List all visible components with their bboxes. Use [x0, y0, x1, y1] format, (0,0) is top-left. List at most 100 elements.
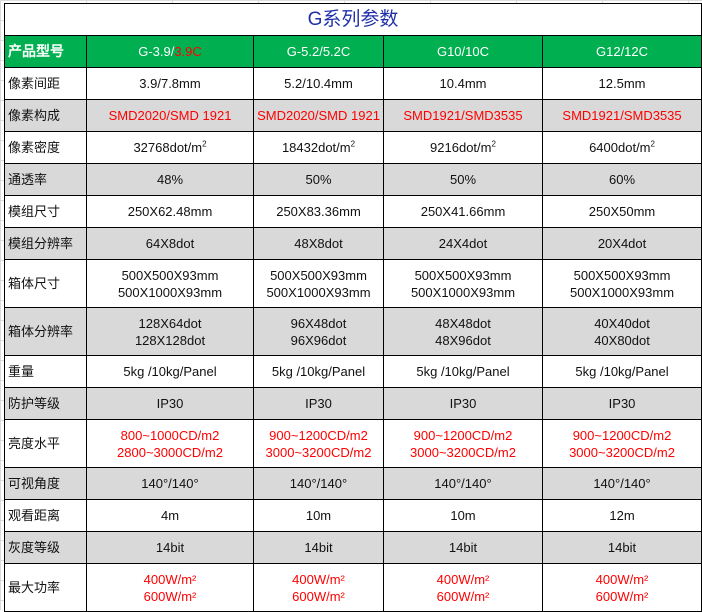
- table-cell[interactable]: 400W/m² 600W/m²: [383, 563, 543, 612]
- row-label[interactable]: 亮度水平: [4, 419, 87, 468]
- table-cell[interactable]: 48X8dot: [253, 227, 384, 260]
- row-label[interactable]: 像素间距: [4, 67, 87, 100]
- table-cell[interactable]: 14bit: [541, 531, 702, 564]
- table-cell[interactable]: 18432dot/m2: [253, 131, 384, 164]
- table-cell[interactable]: 48%: [86, 163, 254, 196]
- table-cell[interactable]: 5kg /10kg/Panel: [383, 355, 543, 388]
- table-cell[interactable]: 140°/140°: [86, 467, 254, 500]
- table-cell[interactable]: 48X48dot 48X96dot: [383, 307, 543, 356]
- table-cell[interactable]: 14bit: [383, 531, 543, 564]
- table-cell[interactable]: 400W/m² 600W/m²: [541, 563, 702, 612]
- cell-line: 140°/140°: [254, 475, 383, 492]
- table-cell[interactable]: 250X50mm: [541, 195, 702, 228]
- row-label[interactable]: 像素构成: [4, 99, 87, 132]
- table-cell[interactable]: 6400dot/m2: [541, 131, 702, 164]
- table-cell[interactable]: 14bit: [253, 531, 384, 564]
- table-cell[interactable]: IP30: [253, 387, 384, 420]
- header-label[interactable]: 产品型号: [4, 35, 87, 68]
- row-label[interactable]: 防护等级: [4, 387, 87, 420]
- table-cell[interactable]: 500X500X93mm 500X1000X93mm: [541, 259, 702, 308]
- table-cell[interactable]: 60%: [541, 163, 702, 196]
- header-model-0[interactable]: G-3.9/3.9C: [86, 35, 254, 68]
- table-cell[interactable]: SMD2020/SMD 1921: [86, 99, 254, 132]
- table-cell[interactable]: 5kg /10kg/Panel: [541, 355, 702, 388]
- cell-text: 3000~3200CD/m2: [410, 444, 516, 460]
- table-cell[interactable]: 900~1200CD/m2 3000~3200CD/m2: [253, 419, 384, 468]
- cell-line: 3000~3200CD/m2: [254, 444, 383, 461]
- table-cell[interactable]: 140°/140°: [383, 467, 543, 500]
- table-cell[interactable]: 500X500X93mm 500X1000X93mm: [383, 259, 543, 308]
- table-cell[interactable]: 10m: [253, 499, 384, 532]
- model-name: G12/12C: [596, 44, 649, 59]
- table-cell[interactable]: IP30: [541, 387, 702, 420]
- table-cell[interactable]: 3.9/7.8mm: [86, 67, 254, 100]
- table-cell[interactable]: 12m: [541, 499, 702, 532]
- table-cell[interactable]: 10.4mm: [383, 67, 543, 100]
- cell-text: 500X500X93mm: [270, 267, 367, 283]
- header-model-3[interactable]: G12/12C: [541, 35, 702, 68]
- table-cell[interactable]: 5kg /10kg/Panel: [86, 355, 254, 388]
- table-cell[interactable]: IP30: [86, 387, 254, 420]
- table-row: 防护等级 IP30 IP30 IP30 IP30: [4, 387, 702, 420]
- table-cell[interactable]: 250X62.48mm: [86, 195, 254, 228]
- table-cell[interactable]: 12.5mm: [541, 67, 702, 100]
- table-cell[interactable]: 5kg /10kg/Panel: [253, 355, 384, 388]
- table-cell[interactable]: SMD1921/SMD3535: [383, 99, 543, 132]
- row-label[interactable]: 观看距离: [4, 499, 87, 532]
- table-cell[interactable]: 5.2/10.4mm: [253, 67, 384, 100]
- table-cell[interactable]: 96X48dot 96X96dot: [253, 307, 384, 356]
- table-cell[interactable]: SMD2020/SMD 1921: [253, 99, 384, 132]
- table-cell[interactable]: 140°/140°: [253, 467, 384, 500]
- cell-line: 96X48dot: [254, 315, 383, 332]
- cell-line: 600W/m²: [384, 588, 542, 605]
- cell-text: 3000~3200CD/m2: [265, 444, 372, 460]
- table-cell[interactable]: 500X500X93mm 500X1000X93mm: [253, 259, 384, 308]
- table-cell[interactable]: 4m: [86, 499, 254, 532]
- row-label[interactable]: 灰度等级: [4, 531, 87, 564]
- cell-text: 5.2/10.4mm: [284, 76, 353, 91]
- row-label[interactable]: 重量: [4, 355, 87, 388]
- table-cell[interactable]: 24X4dot: [383, 227, 543, 260]
- row-label[interactable]: 模组分辨率: [4, 227, 87, 260]
- row-label[interactable]: 通透率: [4, 163, 87, 196]
- row-label[interactable]: 最大功率: [4, 563, 87, 612]
- cell-text: 4m: [160, 508, 180, 523]
- table-cell[interactable]: 140°/140°: [541, 467, 702, 500]
- table-cell[interactable]: IP30: [383, 387, 543, 420]
- table-cell[interactable]: 250X83.36mm: [253, 195, 384, 228]
- row-label[interactable]: 箱体尺寸: [4, 259, 87, 308]
- table-cell[interactable]: 64X8dot: [86, 227, 254, 260]
- table-cell[interactable]: 500X500X93mm 500X1000X93mm: [86, 259, 254, 308]
- row-label[interactable]: 像素密度: [4, 131, 87, 164]
- table-cell[interactable]: SMD1921/SMD3535: [541, 99, 702, 132]
- header-model-1[interactable]: G-5.2/5.2C: [253, 35, 384, 68]
- row-label[interactable]: 箱体分辨率: [4, 307, 87, 356]
- table-cell[interactable]: 800~1000CD/m2 2800~3000CD/m2: [86, 419, 254, 468]
- table-row: 像素间距 3.9/7.8mm 5.2/10.4mm 10.4mm 12.5mm: [4, 67, 702, 100]
- table-cell[interactable]: 250X41.66mm: [383, 195, 543, 228]
- cell-line: 140°/140°: [543, 475, 701, 492]
- header-model-2[interactable]: G10/10C: [383, 35, 543, 68]
- table-cell[interactable]: 50%: [383, 163, 543, 196]
- table-cell[interactable]: 10m: [383, 499, 543, 532]
- cell-line: 18432dot/m2: [254, 139, 383, 156]
- table-cell[interactable]: 50%: [253, 163, 384, 196]
- row-label[interactable]: 模组尺寸: [4, 195, 87, 228]
- row-label[interactable]: 可视角度: [4, 467, 87, 500]
- table-cell[interactable]: 900~1200CD/m2 3000~3200CD/m2: [383, 419, 543, 468]
- table-cell[interactable]: 20X4dot: [541, 227, 702, 260]
- table-cell[interactable]: 9216dot/m2: [383, 131, 543, 164]
- table-title[interactable]: G系列参数: [3, 3, 702, 36]
- cell-line: IP30: [543, 395, 701, 412]
- table-cell[interactable]: 900~1200CD/m2 3000~3200CD/m2: [541, 419, 702, 468]
- table-cell[interactable]: 32768dot/m2: [86, 131, 254, 164]
- table-cell[interactable]: 400W/m² 600W/m²: [86, 563, 254, 612]
- cell-text: 9216dot/m: [430, 140, 492, 155]
- table-cell[interactable]: 128X64dot 128X128dot: [86, 307, 254, 356]
- cell-text: SMD2020/SMD 1921: [108, 108, 232, 123]
- table-cell[interactable]: 400W/m² 600W/m²: [253, 563, 384, 612]
- cell-line: 900~1200CD/m2: [384, 427, 542, 444]
- cell-text: 96X48dot: [290, 315, 347, 331]
- table-cell[interactable]: 14bit: [86, 531, 254, 564]
- table-cell[interactable]: 40X40dot 40X80dot: [541, 307, 702, 356]
